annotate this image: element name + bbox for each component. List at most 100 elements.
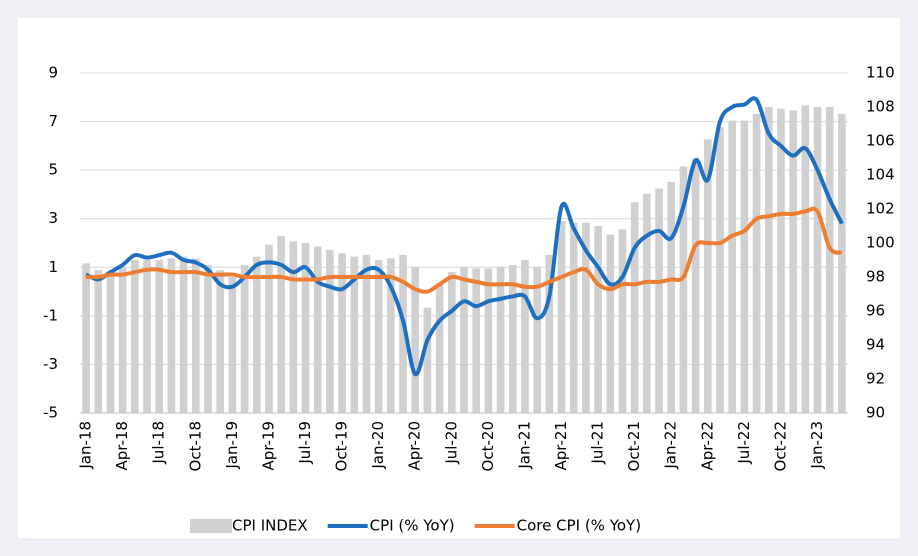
- x-tick-label: Oct-22: [771, 421, 789, 471]
- y-tick-label: 5: [48, 161, 58, 179]
- bar: [192, 258, 200, 413]
- bar: [691, 158, 700, 413]
- y2-tick-label: 92: [866, 370, 885, 388]
- bar: [228, 277, 237, 413]
- bar: [94, 270, 103, 413]
- bar: [643, 193, 651, 413]
- x-tick-label: Jan-23: [808, 421, 826, 470]
- y2-tick-label: 96: [866, 302, 885, 320]
- y2-tick-label: 110: [866, 64, 895, 82]
- bar: [789, 110, 797, 414]
- bar: [582, 222, 590, 413]
- x-tick-label: Oct-21: [625, 421, 643, 471]
- y2-tick-label: 108: [866, 98, 895, 116]
- bar: [350, 256, 359, 413]
- bar: [143, 260, 151, 413]
- bar: [801, 105, 810, 414]
- x-tick-label: Jul-20: [442, 421, 460, 465]
- x-tick-label: Jan-18: [77, 421, 95, 470]
- bar: [240, 265, 249, 413]
- bar: [740, 120, 749, 413]
- bar: [557, 220, 566, 413]
- bar: [764, 107, 773, 413]
- bar: [618, 229, 627, 413]
- bar: [606, 234, 615, 413]
- y2-tick-label: 104: [866, 166, 895, 184]
- bar: [667, 181, 676, 413]
- y-tick-label: 1: [48, 258, 58, 276]
- bar: [399, 254, 407, 413]
- x-tick-label: Jan-19: [223, 421, 241, 470]
- y-tick-label: -1: [43, 306, 58, 324]
- bar: [326, 249, 334, 413]
- bar: [838, 113, 846, 414]
- x-tick-label: Oct-19: [333, 421, 351, 471]
- x-tick-label: Jan-20: [369, 421, 387, 470]
- bar: [728, 120, 736, 413]
- bar: [252, 256, 261, 413]
- bar: [204, 265, 212, 413]
- bar: [265, 244, 273, 413]
- bar: [752, 113, 761, 414]
- x-tick-label: Apr-21: [552, 421, 570, 471]
- bar: [301, 243, 310, 413]
- bar: [679, 166, 688, 413]
- bar: [704, 139, 712, 414]
- bar: [496, 266, 505, 413]
- bar: [435, 283, 444, 413]
- bar: [374, 260, 383, 413]
- bar: [131, 260, 139, 413]
- bar: [411, 266, 420, 413]
- y2-tick-label: 102: [866, 200, 895, 218]
- bar: [289, 241, 298, 413]
- bar: [655, 188, 663, 413]
- y2-tick-label: 94: [866, 336, 885, 354]
- line: [86, 206, 843, 294]
- bar: [545, 254, 554, 413]
- x-tick-label: Apr-20: [406, 421, 424, 471]
- y2-tick-label: 100: [866, 234, 895, 252]
- x-tick-label: Jan-21: [515, 421, 533, 470]
- bar: [630, 202, 639, 413]
- bar: [362, 254, 371, 413]
- bar: [508, 265, 517, 413]
- bar: [521, 260, 529, 413]
- x-tick-label: Jul-19: [296, 421, 314, 465]
- x-tick-label: Oct-20: [479, 421, 497, 471]
- bar: [155, 260, 164, 413]
- bar: [716, 127, 724, 414]
- legend-label: CPI INDEX: [232, 517, 308, 535]
- bar: [313, 246, 322, 413]
- x-tick-label: Apr-19: [259, 421, 277, 471]
- bar: [460, 266, 468, 413]
- bar: [82, 263, 90, 413]
- x-tick-label: Jan-22: [662, 421, 680, 470]
- bar: [484, 268, 493, 413]
- y-tick-label: 9: [48, 64, 58, 82]
- legend: CPI INDEX CPI (% YoY) Core CPI (% YoY): [190, 517, 641, 535]
- y-tick-label: -5: [43, 404, 58, 422]
- bar: [448, 271, 456, 413]
- bar: [216, 270, 224, 413]
- y-tick-label: 7: [48, 112, 58, 130]
- legend-label: Core CPI (% YoY): [517, 517, 641, 535]
- bar: [277, 236, 285, 413]
- bar: [594, 226, 602, 413]
- y2-tick-label: 98: [866, 268, 885, 286]
- y2-tick-label: 90: [866, 404, 885, 422]
- legend-label: CPI (% YoY): [370, 517, 455, 535]
- x-tick-label: Oct-18: [186, 421, 204, 471]
- x-tick-label: Apr-22: [698, 421, 716, 471]
- y2-tick-label: 106: [866, 132, 895, 150]
- x-tick-label: Jul-21: [589, 421, 607, 465]
- bar: [533, 266, 541, 413]
- x-tick-label: Apr-18: [113, 421, 131, 471]
- bar: [825, 107, 834, 413]
- bar: [179, 256, 188, 413]
- bar: [118, 266, 127, 413]
- bar: [106, 271, 115, 413]
- x-tick-label: Jul-22: [735, 421, 753, 465]
- bar: [167, 258, 176, 413]
